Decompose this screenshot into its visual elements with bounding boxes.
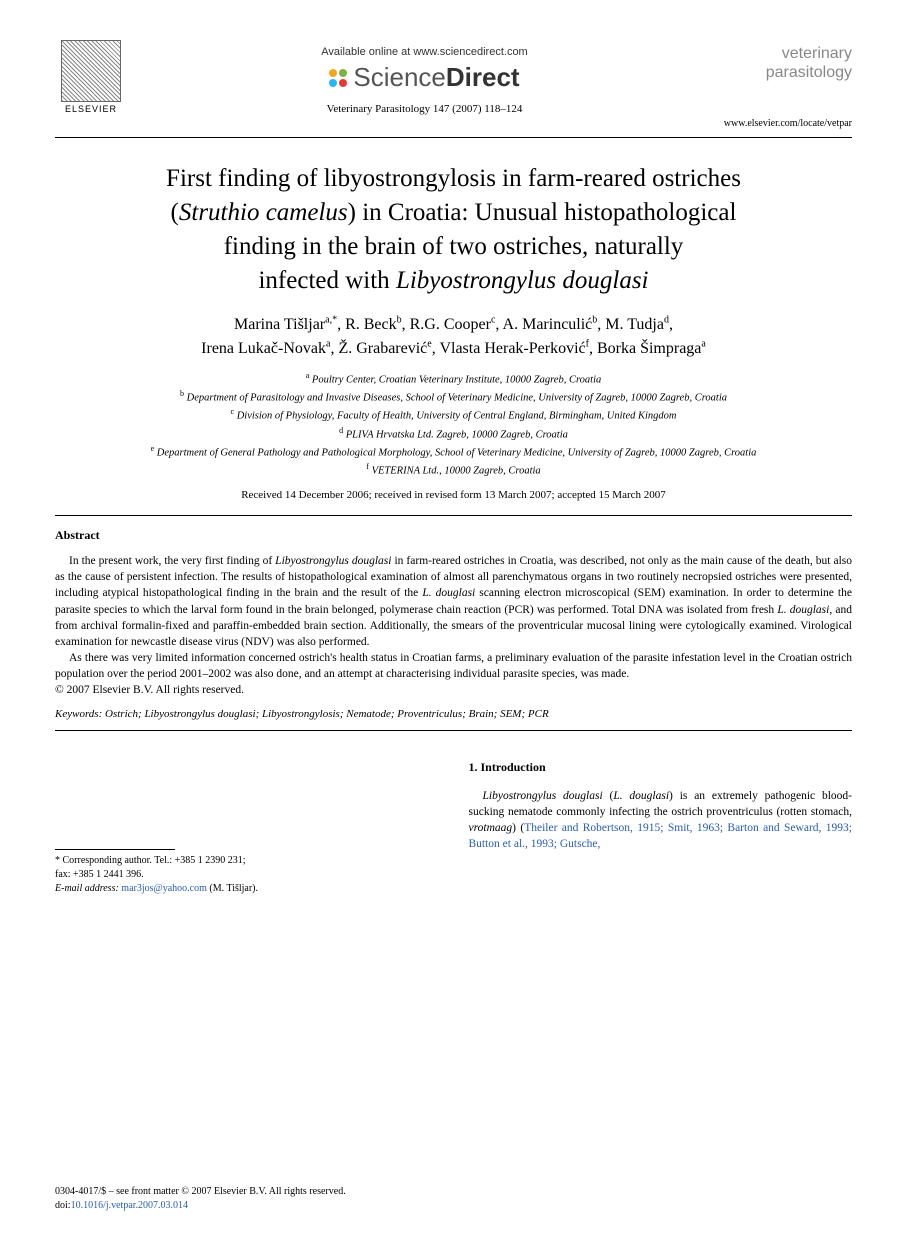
sd-dot [329,69,337,77]
elsevier-tree-icon [61,40,121,102]
corresponding-footnote: * Corresponding author. Tel.: +385 1 239… [55,854,439,896]
article-title: First finding of libyostrongylosis in fa… [85,162,822,297]
left-column: * Corresponding author. Tel.: +385 1 239… [55,759,439,896]
abstract-bottom-rule [55,730,852,731]
header-rule [55,137,852,138]
article-dates: Received 14 December 2006; received in r… [55,489,852,501]
intro-heading: 1. Introduction [469,759,853,776]
title-line2-pre: ( [171,199,179,226]
kw-pre: Ostrich; [102,708,144,720]
email-name: (M. Tišljar). [207,883,258,894]
abs-p1-it2: L. douglasi [422,587,475,599]
authors-block: Marina Tišljara,*, R. Beckb, R.G. Cooper… [65,313,842,359]
sd-part2: Direct [446,62,520,92]
center-header: Available online at www.sciencedirect.co… [127,40,722,115]
title-line1: First finding of libyostrongylosis in fa… [166,165,741,192]
author: R.G. Cooperc [410,316,496,333]
title-line4-italic: Libyostrongylus douglasi [396,267,649,294]
abs-p1-it1: Libyostrongylus douglasi [275,555,391,567]
sd-dot [339,79,347,87]
intro-citations-link[interactable]: Theiler and Robertson, 1915; Smit, 1963;… [469,822,853,850]
affiliation: e Department of General Pathology and Pa… [75,443,832,461]
sd-part1: Science [353,62,446,92]
affiliation: f VETERINA Ltd., 10000 Zagreb, Croatia [75,461,832,479]
author: M. Tudjad [605,316,669,333]
citation-line: Veterinary Parasitology 147 (2007) 118–1… [127,103,722,115]
email-label: E-mail address: [55,883,119,894]
journal-url[interactable]: www.elsevier.com/locate/vetpar [722,118,852,129]
abstract-heading: Abstract [55,528,852,543]
intro-p1: Libyostrongylus douglasi (L. douglasi) i… [469,788,853,852]
sciencedirect-text: ScienceDirect [353,62,519,93]
author: R. Beckb [345,316,402,333]
doi-label: doi: [55,1200,71,1211]
sd-dot [329,79,337,87]
sd-dot [339,69,347,77]
intro-it3: vrotmaag [469,822,513,834]
journal-name-line1: veterinary [722,44,852,63]
page-footer: 0304-4017/$ – see front matter © 2007 El… [55,1185,852,1212]
kw-post: ; Libyostrongylosis; Nematode; Proventri… [256,708,549,720]
email-link[interactable]: mar3jos@yahoo.com [121,883,207,894]
sciencedirect-dots-icon [329,69,347,87]
keywords-line: Keywords: Ostrich; Libyostrongylus dougl… [55,708,852,720]
affiliation: b Department of Parasitology and Invasiv… [75,388,832,406]
corr-tel: * Corresponding author. Tel.: +385 1 239… [55,854,439,868]
publisher-label: ELSEVIER [65,104,117,114]
keywords-label: Keywords: [55,708,102,720]
intro-it2: L. douglasi [613,790,669,802]
copyright-line: © 2007 Elsevier B.V. All rights reserved… [55,684,852,696]
title-line4-pre: infected with [258,267,395,294]
abstract-body: In the present work, the very first find… [55,553,852,682]
title-line3: finding in the brain of two ostriches, n… [224,233,684,260]
author: Ž. Grabareviće [338,340,431,357]
affiliation: d PLIVA Hrvatska Ltd. Zagreb, 10000 Zagr… [75,425,832,443]
issn-line: 0304-4017/$ – see front matter © 2007 El… [55,1185,852,1199]
title-line2-post: ) in Croatia: Unusual histopathological [348,199,737,226]
author: Irena Lukač-Novaka [201,340,330,357]
author: A. Marinculićb [503,316,598,333]
header-row: ELSEVIER Available online at www.science… [55,40,852,129]
intro-mid1: ( [603,790,614,802]
affiliation: c Division of Physiology, Faculty of Hea… [75,406,832,424]
author: Borka Šimpragaa [597,340,706,357]
journal-name: veterinary parasitology [722,40,852,82]
corr-fax: fax: +385 1 2441 396. [55,868,439,882]
body-columns: * Corresponding author. Tel.: +385 1 239… [55,759,852,896]
doi-link[interactable]: 10.1016/j.vetpar.2007.03.014 [71,1200,189,1211]
abs-p1-it3: L. douglasi [777,604,829,616]
author: Vlasta Herak-Perkovićf [439,340,589,357]
intro-it1: Libyostrongylus douglasi [483,790,603,802]
sciencedirect-logo: ScienceDirect [127,62,722,93]
title-line2-italic: Struthio camelus [179,199,348,226]
affiliation: a Poultry Center, Croatian Veterinary In… [75,370,832,388]
abstract-p2: As there was very limited information co… [55,650,852,682]
intro-mid3: ) ( [512,822,524,834]
kw-it: Libyostrongylus douglasi [144,708,255,720]
elsevier-logo: ELSEVIER [55,40,127,122]
journal-name-line2: parasitology [722,63,852,82]
abstract-top-rule [55,515,852,516]
affiliations-block: a Poultry Center, Croatian Veterinary In… [75,370,832,480]
available-online-text: Available online at www.sciencedirect.co… [127,46,722,58]
author: Marina Tišljara,* [234,316,337,333]
abs-p1-pre: In the present work, the very first find… [69,555,275,567]
journal-box-wrap: veterinary parasitology www.elsevier.com… [722,40,852,129]
footnote-rule [55,849,175,850]
doi-line: doi:10.1016/j.vetpar.2007.03.014 [55,1199,852,1213]
right-column: 1. Introduction Libyostrongylus douglasi… [469,759,853,896]
abstract-p1: In the present work, the very first find… [55,553,852,650]
corr-email-line: E-mail address: mar3jos@yahoo.com (M. Ti… [55,882,439,896]
